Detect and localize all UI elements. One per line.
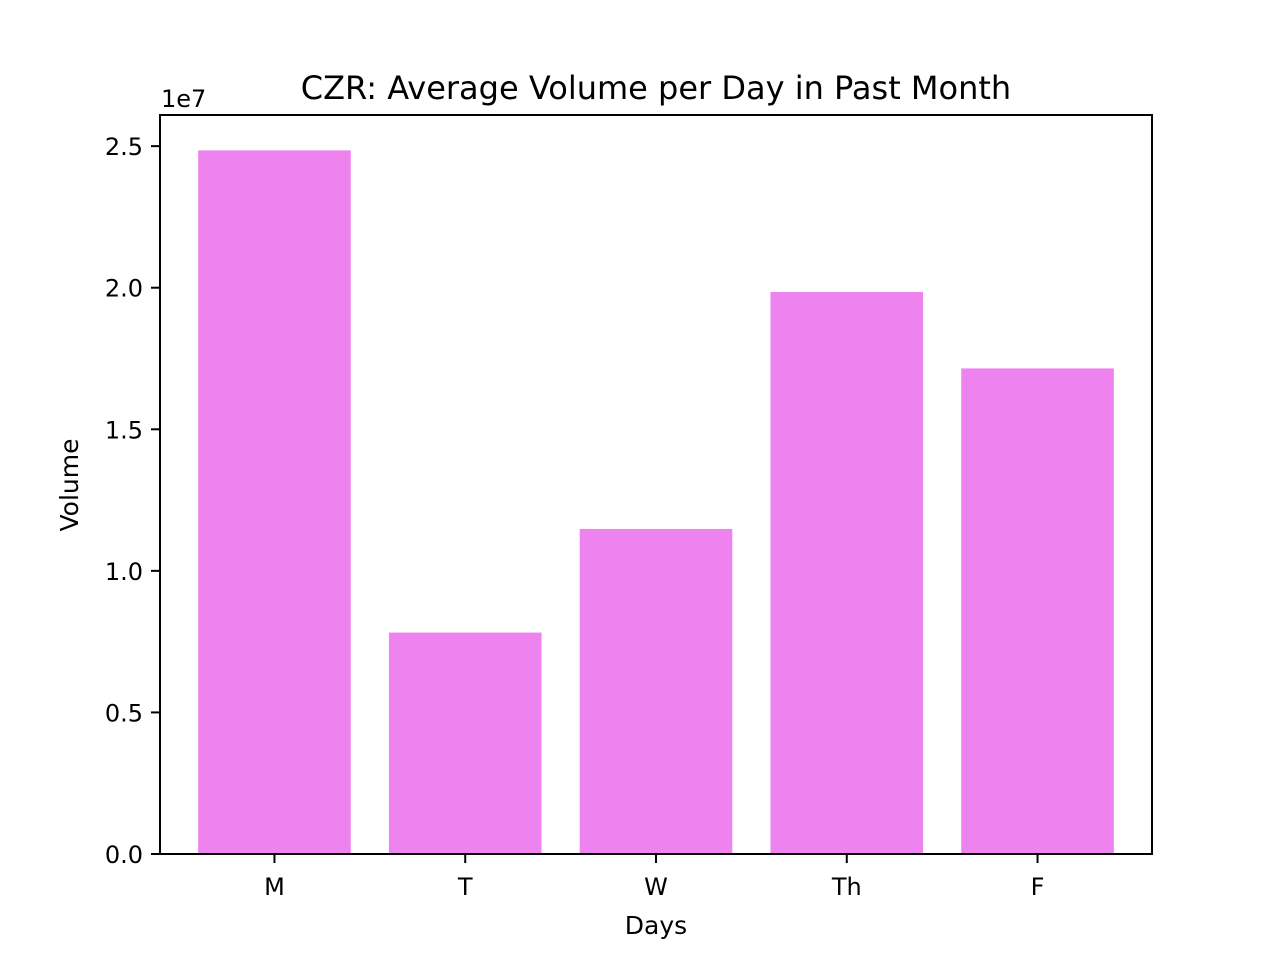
bar-t xyxy=(388,632,542,854)
y-axis-label: Volume xyxy=(55,439,84,532)
y-offset-label: 1e7 xyxy=(161,85,206,113)
x-tick-label: T xyxy=(457,873,473,901)
x-tick-label: M xyxy=(264,873,285,901)
chart-title: CZR: Average Volume per Day in Past Mont… xyxy=(301,69,1011,107)
plot-frame xyxy=(159,114,1153,855)
y-tick-label: 2.0 xyxy=(105,275,143,303)
bars-group xyxy=(198,150,1114,855)
bar-w xyxy=(579,528,733,854)
y-tick-label: 0.5 xyxy=(105,699,143,727)
x-axis-ticks: M T W Th F xyxy=(264,854,1044,901)
x-tick-label: F xyxy=(1031,873,1045,901)
x-tick-label: Th xyxy=(831,873,862,901)
y-tick-label: 0.0 xyxy=(105,841,143,869)
x-tick-label: W xyxy=(644,873,668,901)
x-axis-label: Days xyxy=(625,911,687,940)
bar-f xyxy=(961,368,1114,854)
y-tick-label: 1.0 xyxy=(105,558,143,586)
y-tick-label: 2.5 xyxy=(105,133,143,161)
bar-m xyxy=(198,150,351,855)
y-axis-ticks: 0.0 0.5 1.0 1.5 2.0 2.5 xyxy=(105,133,160,869)
y-tick-label: 1.5 xyxy=(105,416,143,444)
bar-th xyxy=(770,291,924,854)
